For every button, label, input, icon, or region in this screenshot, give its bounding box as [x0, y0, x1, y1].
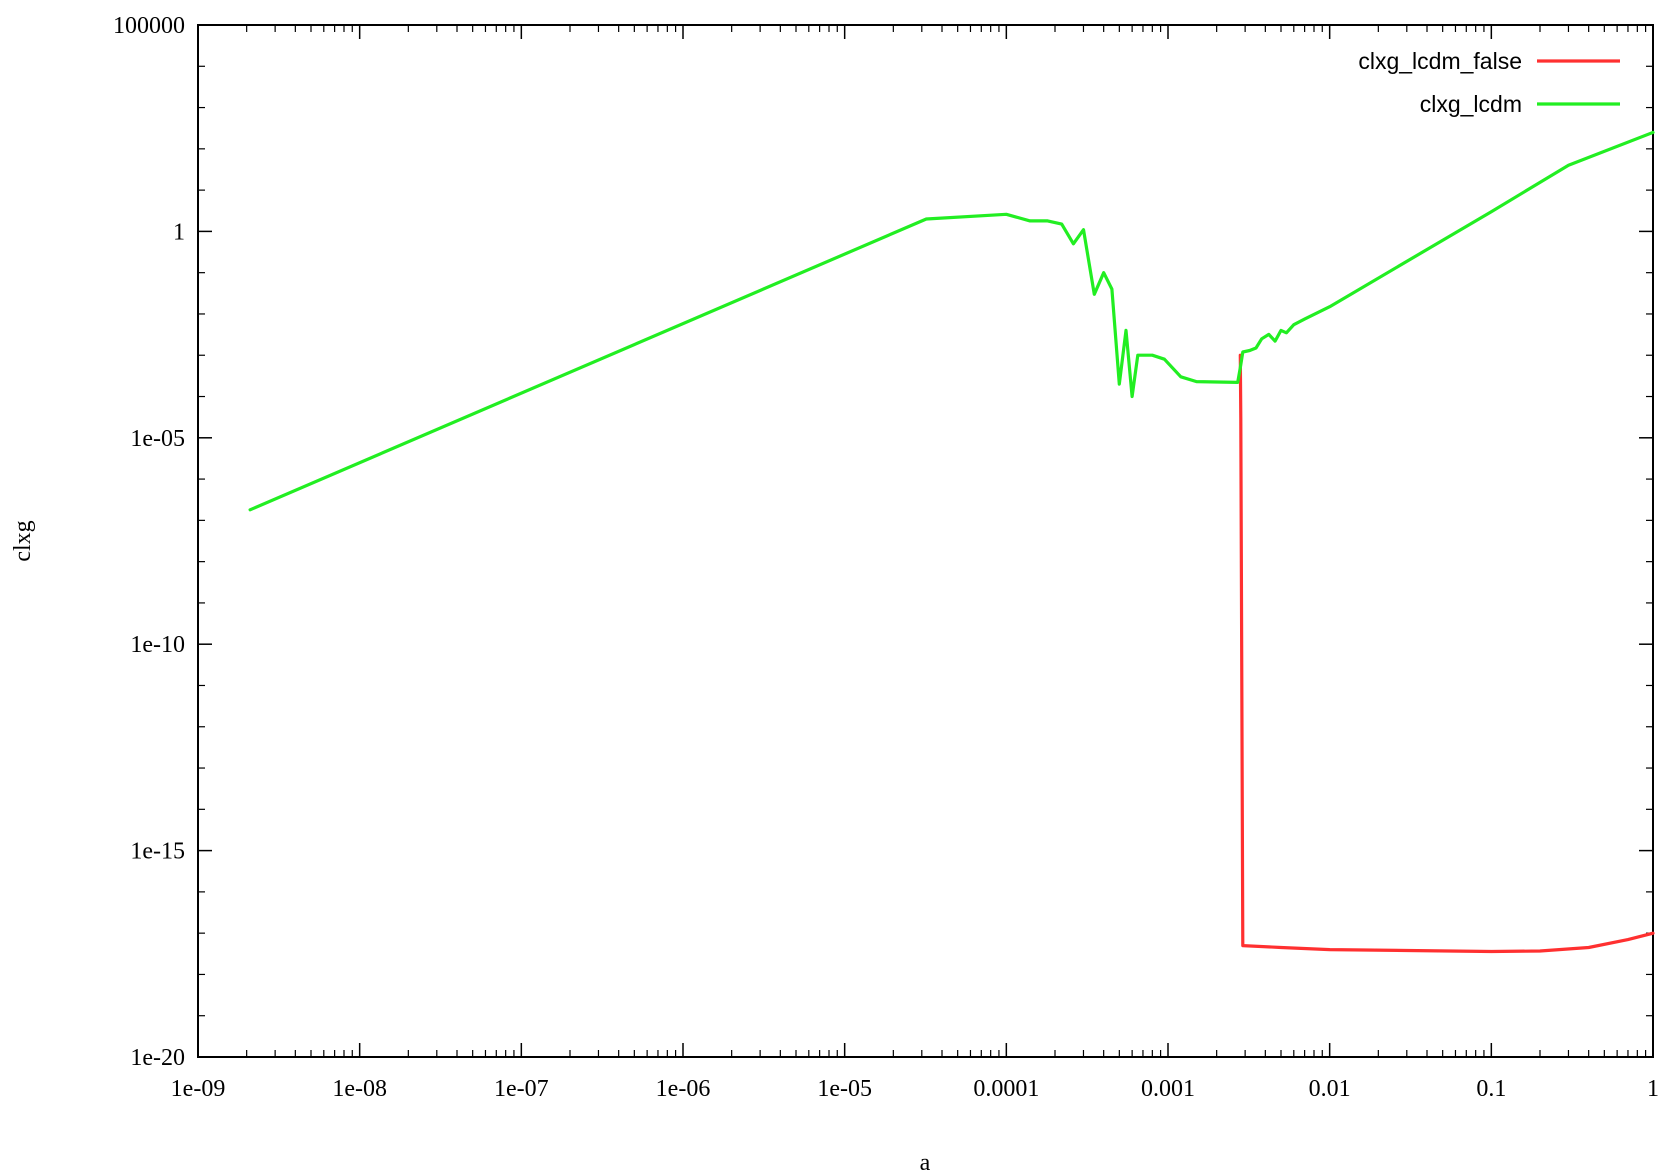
y-tick-label: 1e-20: [130, 1045, 185, 1071]
y-tick-label: 100000: [113, 13, 185, 39]
y-tick-label: 1e-05: [130, 426, 185, 452]
x-tick-label: 1: [1647, 1076, 1659, 1102]
tick-labels: 1e-09 1e-08 1e-07 1e-06 1e-05 0.0001 0.001 0.01…: [113, 13, 1659, 1102]
y-tick-label: 1e-15: [130, 839, 185, 865]
x-tick-label: 0.01: [1309, 1076, 1351, 1102]
series-line-clxg_lcdm_false: [1238, 353, 1655, 954]
y-axis-label: clxg: [10, 520, 36, 561]
x-tick-label: 0.001: [1141, 1076, 1195, 1102]
series-lines: [248, 130, 1655, 954]
y-tick-label: 1: [173, 219, 185, 245]
plot-frame: [197, 24, 1654, 1058]
tick-marks: [197, 24, 1654, 1058]
legend: clxg_lcdm_false clxg_lcdm: [1358, 48, 1620, 117]
x-tick-label: 1e-09: [171, 1076, 226, 1102]
legend-label: clxg_lcdm_false: [1358, 48, 1522, 74]
y-tick-label: 1e-10: [130, 632, 185, 658]
x-tick-label: 1e-06: [656, 1076, 711, 1102]
x-tick-label: 0.0001: [973, 1076, 1039, 1102]
x-tick-label: 1e-07: [494, 1076, 549, 1102]
legend-label: clxg_lcdm: [1420, 91, 1522, 117]
x-tick-label: 0.1: [1476, 1076, 1506, 1102]
x-axis-label: a: [920, 1150, 931, 1174]
x-tick-label: 1e-05: [817, 1076, 872, 1102]
x-tick-label: 1e-08: [332, 1076, 387, 1102]
series-line-clxg_lcdm: [248, 130, 1655, 512]
